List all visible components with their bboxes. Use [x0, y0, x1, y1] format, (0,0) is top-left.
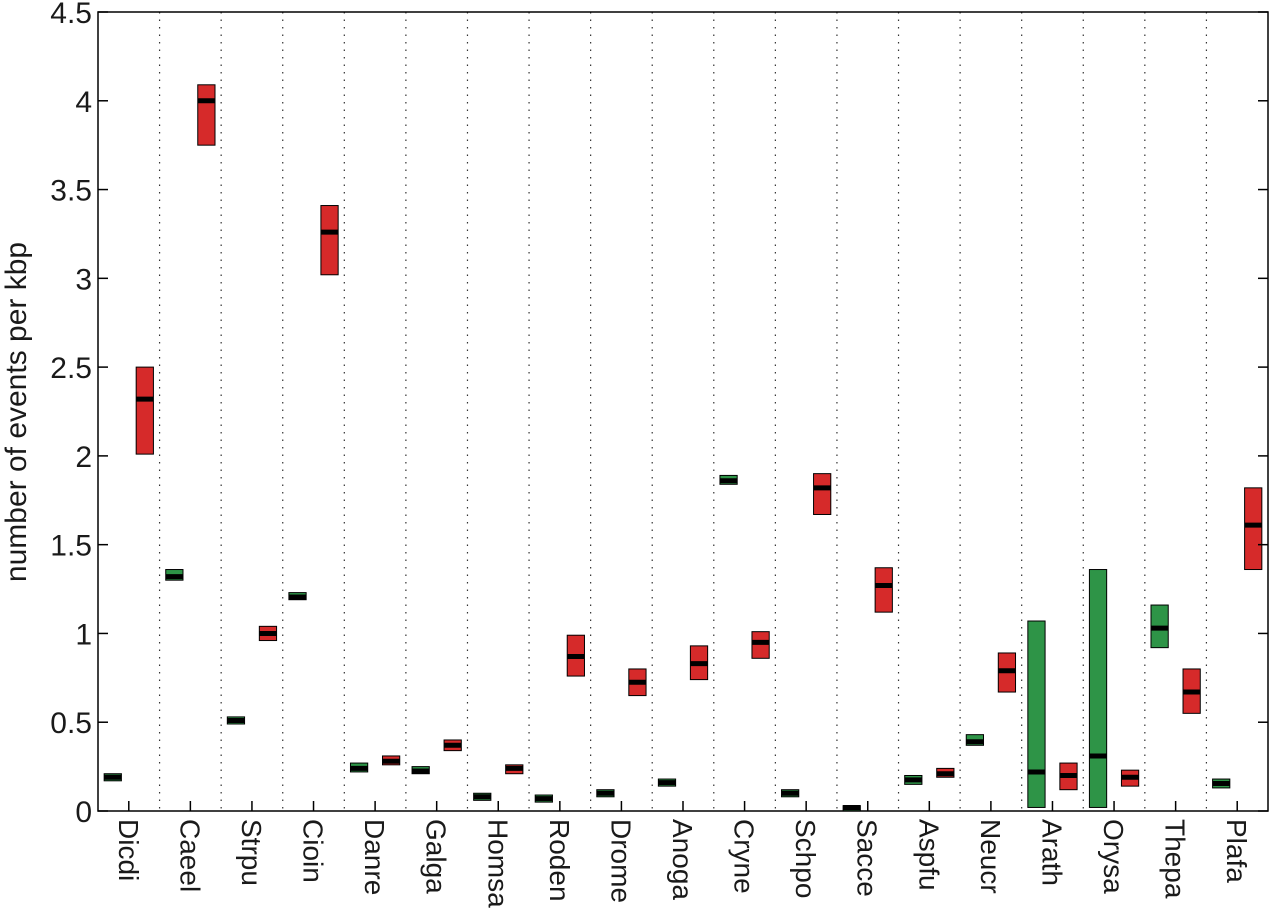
green-box-sacce	[842, 804, 861, 812]
x-tick-label-cioin: Cioin	[298, 819, 329, 883]
red-box-schpo	[813, 473, 832, 515]
green-box-thepa	[1150, 604, 1169, 649]
green-box-arath	[1027, 620, 1046, 808]
x-tick-label-strpu: Strpu	[236, 819, 267, 886]
y-tick-label: 4	[75, 86, 92, 119]
green-box-caeel	[165, 569, 184, 581]
x-tick-label-homsa: Homsa	[482, 819, 513, 908]
x-tick-label-caeel: Caeel	[174, 819, 205, 892]
green-box-cioin	[288, 592, 307, 601]
green-box-aspfu	[904, 774, 923, 785]
red-box-body	[813, 473, 832, 515]
green-box-galga	[411, 766, 430, 775]
y-tick-label: 1	[75, 618, 92, 651]
x-tick-label-schpo: Schpo	[790, 819, 821, 898]
green-box-homsa	[473, 792, 492, 801]
green-box-roden	[534, 794, 553, 803]
red-box-galga	[443, 739, 462, 752]
y-axis-title: number of events per kbp	[0, 242, 33, 582]
red-box-body	[320, 205, 339, 276]
green-box-drome	[596, 789, 615, 798]
red-box-plafa	[1244, 487, 1263, 571]
y-tick-label: 0.5	[50, 707, 92, 740]
x-tick-label-sacce: Sacce	[852, 819, 883, 897]
x-tick-label-plafa: Plafa	[1221, 819, 1252, 883]
green-box-orysa	[1088, 569, 1108, 808]
x-tick-label-cryne: Cryne	[729, 819, 760, 894]
x-tick-label-drome: Drome	[605, 819, 636, 903]
green-box-cryne	[719, 474, 738, 485]
red-box-arath	[1059, 762, 1078, 791]
green-box-neucr	[965, 734, 985, 746]
green-box-dicdi	[103, 773, 122, 782]
y-tick-label: 2	[75, 441, 92, 474]
green-box-body	[1027, 620, 1046, 808]
red-box-thepa	[1182, 668, 1201, 714]
y-tick-label: 3	[75, 263, 92, 296]
red-box-sacce	[874, 567, 893, 613]
red-box-cryne	[751, 631, 770, 659]
x-tick-label-dicdi: Dicdi	[113, 819, 144, 881]
red-box-body	[1244, 487, 1263, 571]
red-box-body	[751, 631, 770, 659]
green-box-anoga	[657, 778, 677, 787]
red-box-dicdi	[135, 366, 154, 455]
x-tick-label-orysa: Orysa	[1098, 819, 1129, 894]
x-axis-ticks: Dicdi Caeel Strpu Cioin Danre Galga Homsa Roden…	[113, 801, 1252, 908]
red-box-caeel	[197, 84, 216, 146]
red-box-neucr	[997, 652, 1017, 693]
red-box-orysa	[1120, 769, 1140, 787]
red-box-body	[197, 84, 216, 146]
x-tick-label-aspfu: Aspfu	[913, 819, 944, 891]
red-box-anoga	[689, 645, 709, 681]
y-axis-ticks: 0 0.5 1 1.5 2 2.5 3 3.5 4 4.5	[50, 0, 1268, 829]
x-tick-label-anoga: Anoga	[667, 819, 698, 900]
y-tick-label: 3.5	[50, 175, 92, 208]
green-box-danre	[349, 762, 369, 773]
red-box-drome	[628, 668, 647, 697]
y-tick-label: 4.5	[50, 0, 92, 30]
plot-boxes	[103, 84, 1263, 812]
red-box-body	[874, 567, 893, 613]
red-box-strpu	[258, 625, 278, 642]
red-box-homsa	[505, 764, 524, 775]
green-box-plafa	[1212, 778, 1231, 789]
x-tick-label-galga: Galga	[421, 819, 452, 894]
x-tick-label-arath: Arath	[1036, 819, 1067, 886]
x-tick-label-neucr: Neucr	[975, 819, 1006, 894]
green-box-schpo	[781, 789, 800, 798]
red-box-danre	[381, 755, 401, 766]
green-box-strpu	[226, 716, 246, 725]
green-box-body	[1088, 569, 1108, 808]
y-tick-label: 2.5	[50, 352, 92, 385]
category-separators	[158, 12, 1208, 811]
x-tick-label-thepa: Thepa	[1160, 819, 1191, 899]
red-box-body	[135, 366, 154, 455]
y-tick-label: 0	[75, 796, 92, 829]
y-tick-label: 1.5	[50, 530, 92, 563]
red-box-aspfu	[936, 767, 955, 778]
red-box-cioin	[320, 205, 339, 276]
red-box-roden	[566, 634, 585, 677]
x-tick-label-roden: Roden	[544, 819, 575, 902]
x-tick-label-danre: Danre	[359, 819, 390, 895]
